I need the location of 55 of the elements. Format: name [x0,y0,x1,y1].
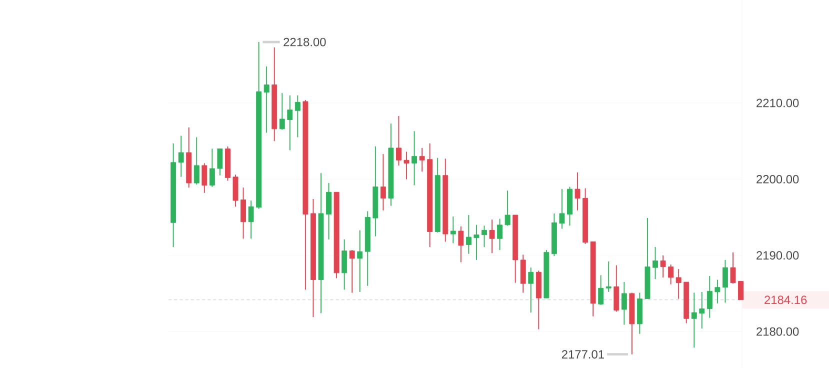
candlestick [520,254,526,294]
annotation: 2218.00 [284,38,326,47]
candlestick [294,95,300,138]
candlestick [706,276,712,319]
candlestick [217,148,223,176]
candlestick [652,246,658,280]
candlestick [458,226,464,263]
annotation: 2177.01 [562,350,604,359]
candlestick [349,250,355,294]
candlestick [528,267,534,314]
candlestick [357,230,363,293]
candlestick [668,264,674,286]
candlestick [614,265,620,312]
candlestick [209,148,215,188]
candlestick [504,190,510,226]
candlestick [730,252,736,284]
candlestick [232,174,238,208]
candlestick [450,216,456,244]
candlestick [342,239,348,290]
y-tick-label: 2190.00 [756,251,799,260]
candlestick [621,282,627,326]
candlestick [380,154,386,212]
candlestick [691,292,697,348]
candlestick [598,274,604,306]
candlestick [559,188,565,230]
candlestick [404,152,410,180]
candlestick [699,292,705,330]
candlestick [326,182,332,240]
candlestick [714,280,720,304]
candlestick [279,92,285,130]
candlestick [660,255,666,278]
candlestick [574,172,580,212]
candlestick [287,95,293,151]
candlestick [264,66,270,134]
candlestick [466,214,472,255]
y-tick-label: 2210.00 [756,99,799,108]
candlestick [482,225,487,248]
candlestick [240,187,246,240]
candlestick [202,162,208,194]
candlestick [419,148,425,172]
candlestick [722,260,728,304]
candlestick [194,137,200,186]
candlestick [248,200,254,240]
candlestick [474,224,480,261]
candlestick [738,281,744,301]
candlestick [396,116,402,166]
candlestick [676,268,682,300]
ref-line-label: 2184.16 [764,296,807,304]
y-tick-label: 2180.00 [756,328,799,336]
candlestick [412,130,418,186]
candlestick [606,261,612,293]
candlestick [497,218,503,251]
candlestick [489,219,495,254]
candlestick [178,136,184,178]
y-tick-label: 2200.00 [756,175,799,184]
